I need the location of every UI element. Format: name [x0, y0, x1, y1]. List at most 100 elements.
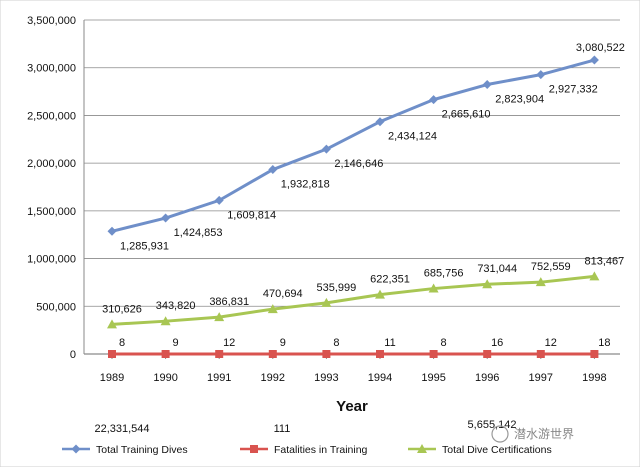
data-label-training-dives: 2,146,646 — [334, 158, 383, 170]
point-fatalities — [483, 349, 492, 358]
x-tick-label: 1990 — [153, 372, 177, 384]
y-tick-label: 500,000 — [36, 301, 76, 313]
data-label-fatalities: 11 — [384, 337, 395, 349]
data-label-fatalities: 16 — [491, 337, 503, 349]
x-tick-label: 1991 — [207, 372, 231, 384]
series-line-training-dives — [111, 58, 595, 233]
x-tick-label: 1995 — [421, 372, 445, 384]
y-axis: 0 500,000 1,000,000 1,500,000 2,000,000 2,500… — [27, 15, 76, 361]
watermark-text: 潜水游世界 — [514, 427, 574, 441]
data-label-fatalities: 8 — [119, 337, 125, 349]
total-training-dives-sum: 22,331,544 — [94, 423, 149, 435]
data-label-certifications: 470,694 — [263, 288, 303, 300]
point-certifications — [267, 304, 278, 314]
legend-entry-fatalities: Fatalities in Training — [274, 444, 368, 456]
x-tick-label: 1993 — [314, 372, 338, 384]
y-tick-label: 2,000,000 — [27, 158, 76, 170]
legend-entry-certifications: Total Dive Certifications — [442, 444, 552, 456]
x-tick-label: 1989 — [100, 372, 124, 384]
certifications-sum: 5,655,142 — [468, 419, 517, 431]
y-tick-label: 3,000,000 — [27, 63, 76, 75]
point-certifications — [589, 271, 600, 281]
point-training-dives — [268, 165, 278, 175]
data-label-training-dives: 2,665,610 — [442, 109, 491, 121]
data-label-fatalities: 9 — [173, 337, 179, 349]
data-label-certifications: 731,044 — [477, 263, 517, 275]
point-certifications — [214, 312, 225, 322]
point-training-dives — [536, 70, 546, 80]
x-tick-label: 1997 — [529, 372, 553, 384]
series-line-certifications — [111, 274, 595, 326]
x-tick-label: 1998 — [582, 372, 606, 384]
watermark: 潜水游世界 — [491, 425, 574, 443]
fatalities-sum: 111 — [274, 423, 291, 435]
data-label-certifications: 813,467 — [585, 255, 625, 267]
point-training-dives — [589, 55, 599, 65]
point-fatalities — [536, 349, 545, 358]
point-training-dives — [107, 226, 117, 236]
wechat-icon — [491, 425, 509, 443]
data-label-training-dives: 2,434,124 — [388, 131, 437, 143]
y-tick-label: 1,000,000 — [27, 254, 76, 266]
data-label-fatalities: 12 — [545, 337, 557, 349]
data-label-fatalities: 9 — [280, 337, 286, 349]
point-training-dives — [321, 144, 331, 154]
point-fatalities — [322, 349, 331, 358]
x-tick-label: 1992 — [261, 372, 285, 384]
data-label-fatalities: 8 — [333, 337, 339, 349]
point-training-dives — [214, 195, 224, 205]
data-label-fatalities: 18 — [598, 337, 610, 349]
point-fatalities — [108, 349, 116, 358]
data-label-certifications: 622,351 — [370, 274, 410, 286]
data-label-fatalities: 12 — [223, 337, 235, 349]
data-label-certifications: 535,999 — [317, 282, 357, 294]
data-label-certifications: 310,626 — [102, 303, 142, 315]
point-certifications — [482, 279, 493, 289]
data-label-training-dives: 1,424,853 — [174, 227, 223, 239]
data-label-training-dives: 3,080,522 — [576, 42, 625, 54]
x-axis: 1989 1990 1991 1992 1993 1994 1995 1996 1997 1998 — [100, 354, 607, 384]
point-certifications — [428, 283, 439, 293]
data-label-training-dives: 1,609,814 — [227, 209, 276, 221]
data-label-training-dives: 2,823,904 — [495, 94, 544, 106]
data-label-certifications: 685,756 — [424, 268, 464, 280]
point-training-dives — [482, 80, 492, 90]
data-label-training-dives: 2,927,332 — [549, 84, 598, 96]
x-tick-label: 1996 — [475, 372, 499, 384]
point-fatalities — [268, 349, 277, 358]
legend-marker-training-dives — [71, 444, 81, 454]
data-label-training-dives: 1,932,818 — [281, 179, 330, 191]
y-tick-label: 0 — [70, 349, 76, 361]
point-training-dives — [375, 117, 385, 127]
legend-marker-certifications — [417, 444, 427, 453]
data-labels: 1,285,931 1,424,853 1,609,814 1,932,818 2,14… — [102, 42, 625, 349]
y-tick-label: 1,500,000 — [27, 206, 76, 218]
data-label-training-dives: 1,285,931 — [120, 240, 169, 252]
x-tick-label: 1994 — [368, 372, 392, 384]
point-fatalities — [429, 349, 438, 358]
point-certifications — [107, 319, 117, 329]
data-label-fatalities: 8 — [441, 337, 447, 349]
point-fatalities — [590, 349, 599, 358]
data-label-certifications: 752,559 — [531, 261, 571, 273]
legend: Total Training Dives Fatalities in Traini… — [62, 444, 552, 456]
point-certifications — [160, 316, 171, 326]
point-training-dives — [161, 213, 171, 223]
data-label-certifications: 343,820 — [156, 300, 196, 312]
data-label-certifications: 386,831 — [209, 296, 249, 308]
point-fatalities — [215, 349, 224, 358]
y-tick-label: 2,500,000 — [27, 110, 76, 122]
legend-entry-training-dives: Total Training Dives — [96, 444, 188, 456]
y-tick-label: 3,500,000 — [27, 15, 76, 27]
legend-marker-fatalities — [250, 445, 258, 453]
point-fatalities — [376, 349, 384, 358]
series-group — [107, 55, 600, 358]
point-certifications — [375, 289, 385, 299]
x-axis-title: Year — [336, 398, 368, 415]
point-certifications — [535, 277, 546, 287]
point-fatalities — [161, 349, 170, 358]
point-training-dives — [429, 95, 439, 105]
point-certifications — [321, 297, 332, 307]
